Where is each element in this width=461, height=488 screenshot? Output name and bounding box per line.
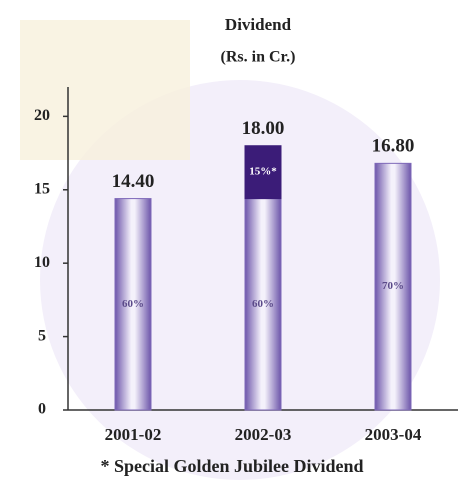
y-tick-label: 0 (38, 401, 46, 418)
x-tick-label: 2003-04 (365, 425, 422, 444)
bar-segment (374, 162, 412, 411)
y-tick-label: 20 (34, 107, 50, 124)
chart-subtitle: (Rs. in Cr.) (221, 49, 296, 66)
total-label: 18.00 (242, 118, 285, 139)
x-tick-label: 2001-02 (105, 425, 162, 444)
bar-segment (244, 198, 282, 411)
bar-segment (244, 145, 282, 200)
total-label: 16.80 (372, 136, 415, 157)
y-tick-label: 15 (34, 180, 50, 197)
value-label: 60% (122, 298, 144, 310)
value-label: 70% (382, 280, 404, 292)
footnote: * Special Golden Jubilee Dividend (100, 456, 363, 476)
chart-title: Dividend (225, 15, 292, 34)
x-tick-label: 2002-03 (235, 425, 292, 444)
value-label: 15%* (249, 166, 277, 178)
value-label: 60% (252, 298, 274, 310)
bar-segment (114, 198, 152, 411)
y-tick-label: 5 (38, 327, 46, 344)
watermark-logo (20, 20, 190, 160)
y-tick-label: 10 (34, 254, 50, 271)
total-label: 14.40 (112, 171, 155, 192)
